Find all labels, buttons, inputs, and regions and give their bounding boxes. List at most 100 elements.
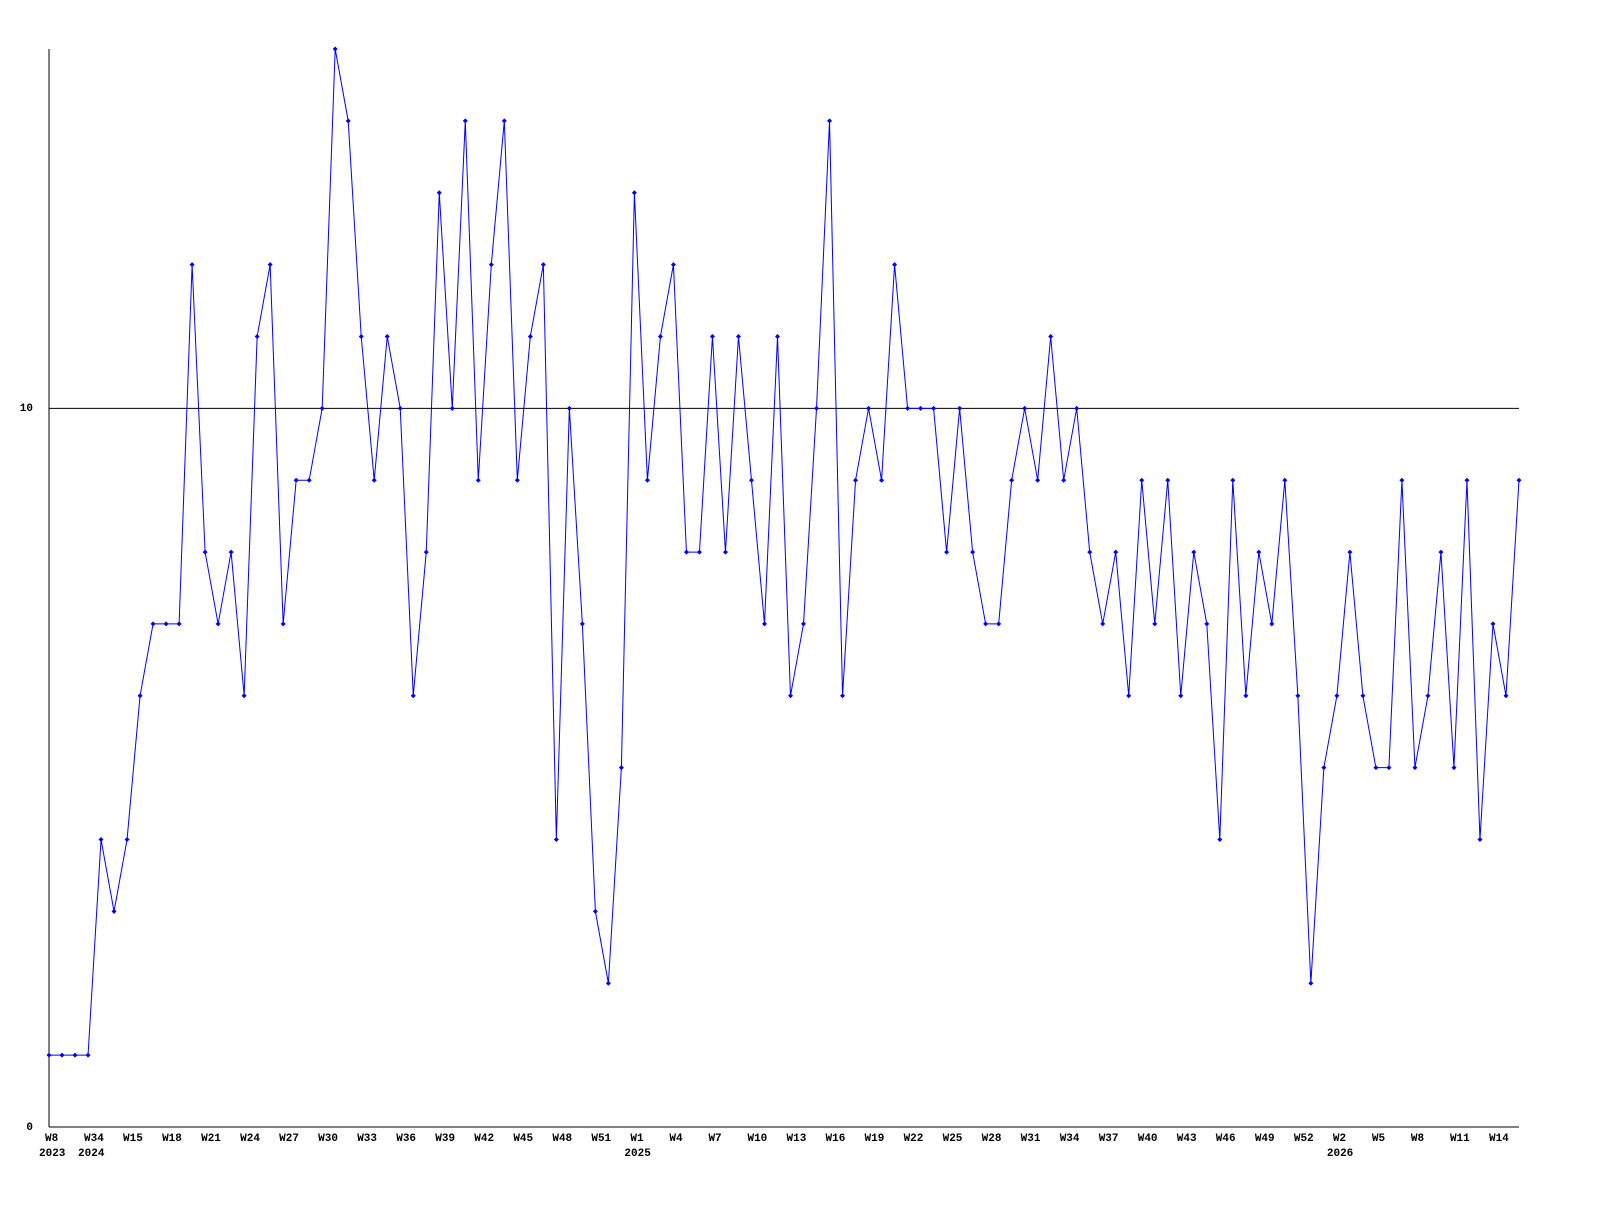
x-tick-label: W52 [1294, 1133, 1314, 1145]
data-point [1048, 333, 1054, 339]
data-point [488, 262, 494, 268]
data-point [202, 549, 208, 555]
x-tick-label: W4 [669, 1133, 683, 1145]
x-tick-label: W36 [396, 1133, 416, 1145]
data-point [462, 118, 468, 124]
x-tick-label: W40 [1138, 1133, 1158, 1145]
data-point [1087, 549, 1093, 555]
data-point [1399, 477, 1405, 483]
x-tick-label: W37 [1099, 1133, 1119, 1145]
data-point [1100, 621, 1106, 627]
y-tick-label: 0 [26, 1122, 33, 1134]
data-point [774, 333, 780, 339]
data-point [1412, 765, 1418, 771]
data-point [410, 693, 416, 699]
data-point [215, 621, 221, 627]
data-point [631, 190, 637, 196]
data-point [59, 1052, 65, 1058]
data-point [527, 333, 533, 339]
data-point [918, 405, 924, 411]
x-tick-label: W39 [435, 1133, 455, 1145]
data-point [1308, 980, 1314, 986]
data-point [931, 405, 937, 411]
data-point [944, 549, 950, 555]
data-point [241, 693, 247, 699]
data-point [345, 118, 351, 124]
x-tick-label: W28 [982, 1133, 1002, 1145]
data-point [98, 837, 104, 843]
data-point [72, 1052, 78, 1058]
x-tick-label: W1 [630, 1133, 644, 1145]
data-point [1334, 693, 1340, 699]
data-point [1061, 477, 1067, 483]
data-point [709, 333, 715, 339]
x-tick-label: W33 [357, 1133, 377, 1145]
data-point [1321, 765, 1327, 771]
x-tick-label: W22 [904, 1133, 924, 1145]
data-point [150, 621, 156, 627]
series-line [49, 48, 1520, 1056]
data-point [1139, 477, 1145, 483]
data-point [618, 765, 624, 771]
data-point [1126, 693, 1132, 699]
data-point [189, 262, 195, 268]
data-point [1113, 549, 1119, 555]
data-point [722, 549, 728, 555]
data-point [683, 549, 689, 555]
data-point [1230, 477, 1236, 483]
data-point [840, 693, 846, 699]
x-tick-label: W8 [1411, 1133, 1425, 1145]
x-tick-label: W30 [318, 1133, 338, 1145]
data-point [1152, 621, 1158, 627]
x-year-label: 2026 [1327, 1148, 1353, 1160]
data-point [332, 46, 338, 52]
x-tick-label: W15 [123, 1133, 143, 1145]
data-point [1191, 549, 1197, 555]
x-year-label: 2023 [39, 1148, 66, 1160]
data-point [293, 477, 299, 483]
x-year-label: 2025 [624, 1148, 651, 1160]
data-point [1451, 765, 1457, 771]
data-point [1022, 405, 1028, 411]
data-point [1360, 693, 1366, 699]
x-tick-label: W49 [1255, 1133, 1275, 1145]
data-point [1477, 837, 1483, 843]
data-point [85, 1052, 91, 1058]
data-point [1425, 693, 1431, 699]
data-point [384, 333, 390, 339]
data-point [475, 477, 481, 483]
x-tick-label: W21 [201, 1133, 221, 1145]
data-point [124, 837, 130, 843]
data-point [788, 693, 794, 699]
data-point [540, 262, 546, 268]
data-point [1217, 837, 1223, 843]
data-point [46, 1052, 52, 1058]
x-tick-label: W11 [1450, 1133, 1470, 1145]
data-point [1204, 621, 1210, 627]
data-point [1269, 621, 1275, 627]
x-tick-label: W27 [279, 1133, 299, 1145]
data-point [501, 118, 507, 124]
data-point [1295, 693, 1301, 699]
data-point [254, 333, 260, 339]
data-point [1074, 405, 1080, 411]
data-point [657, 333, 663, 339]
data-point [358, 333, 364, 339]
x-tick-label: W42 [474, 1133, 494, 1145]
data-point [397, 405, 403, 411]
data-point [748, 477, 754, 483]
data-point [1256, 549, 1262, 555]
x-tick-label: W25 [943, 1133, 963, 1145]
data-point [827, 118, 833, 124]
x-tick-label: W10 [747, 1133, 767, 1145]
x-tick-label: W24 [240, 1133, 260, 1145]
data-point [814, 405, 820, 411]
x-tick-label: W18 [162, 1133, 182, 1145]
data-point [319, 405, 325, 411]
data-point [566, 405, 572, 411]
data-point [1243, 693, 1249, 699]
data-point [436, 190, 442, 196]
x-tick-label: W8 [45, 1133, 59, 1145]
data-point [1464, 477, 1470, 483]
x-tick-label: W5 [1372, 1133, 1386, 1145]
